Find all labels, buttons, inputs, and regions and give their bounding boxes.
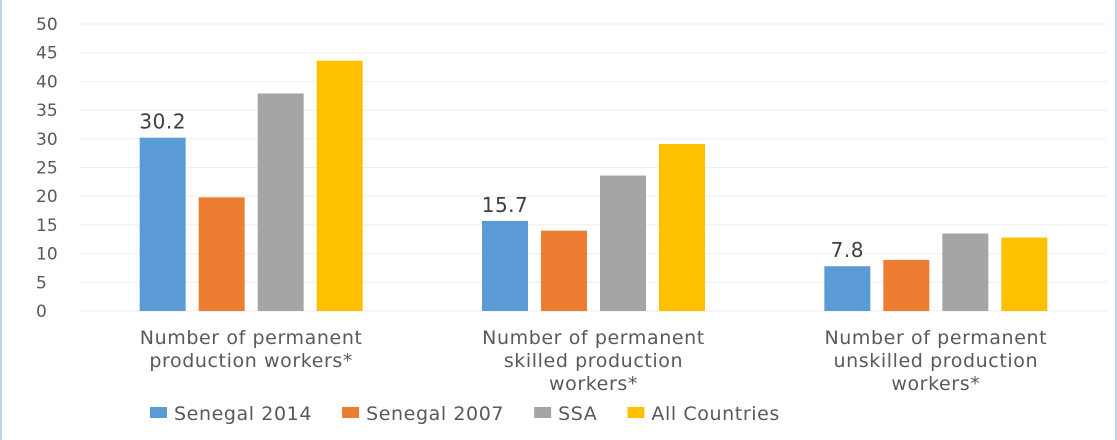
legend-swatch bbox=[342, 407, 360, 418]
y-tick-label: 15 bbox=[36, 216, 58, 236]
y-tick-label: 0 bbox=[36, 302, 47, 322]
y-axis-tick-labels: 0 5 10 15 20 25 30 35 40 45 50 bbox=[36, 15, 58, 322]
y-tick-label: 40 bbox=[36, 72, 58, 92]
bars bbox=[139, 60, 1048, 312]
y-tick-label: 30 bbox=[36, 130, 58, 150]
category-label: skilled production bbox=[504, 350, 683, 372]
legend: Senegal 2014 Senegal 2007 SSA All Countries bbox=[150, 403, 780, 425]
bar bbox=[139, 137, 186, 311]
category-label: Number of permanent bbox=[482, 327, 705, 349]
gridlines bbox=[80, 23, 1107, 312]
y-tick-label: 20 bbox=[36, 187, 58, 207]
y-tick-label: 5 bbox=[36, 273, 47, 293]
bar bbox=[1001, 237, 1048, 311]
y-tick-label: 50 bbox=[36, 15, 58, 35]
bar bbox=[600, 175, 646, 311]
legend-swatch bbox=[627, 407, 645, 418]
data-labels: 30.2 15.7 7.8 bbox=[139, 110, 864, 263]
y-tick-label: 25 bbox=[36, 159, 58, 179]
category-label: workers* bbox=[891, 373, 980, 395]
legend-swatch bbox=[150, 407, 167, 418]
bar bbox=[316, 60, 363, 312]
bar bbox=[883, 259, 930, 311]
bar bbox=[482, 220, 528, 311]
legend-swatch bbox=[534, 407, 552, 418]
bar bbox=[942, 233, 989, 311]
category-label: Number of permanent bbox=[140, 327, 363, 349]
legend-label: Senegal 2014 bbox=[174, 403, 312, 425]
legend-label: SSA bbox=[558, 403, 597, 425]
bar bbox=[257, 93, 304, 311]
data-label: 15.7 bbox=[482, 193, 529, 217]
bar bbox=[824, 266, 871, 311]
bar bbox=[198, 197, 245, 311]
y-tick-label: 10 bbox=[36, 245, 58, 265]
data-label: 30.2 bbox=[139, 110, 186, 134]
bar bbox=[541, 230, 587, 311]
y-tick-label: 35 bbox=[36, 101, 58, 121]
bar bbox=[659, 143, 705, 311]
data-label: 7.8 bbox=[831, 238, 864, 262]
category-label: Number of permanent bbox=[824, 327, 1047, 349]
category-label: workers* bbox=[549, 373, 638, 395]
y-tick-label: 45 bbox=[36, 44, 58, 64]
legend-label: All Countries bbox=[651, 403, 780, 425]
legend-label: Senegal 2007 bbox=[366, 403, 504, 425]
category-label: unskilled production bbox=[834, 350, 1039, 372]
category-label: production workers* bbox=[149, 350, 353, 372]
